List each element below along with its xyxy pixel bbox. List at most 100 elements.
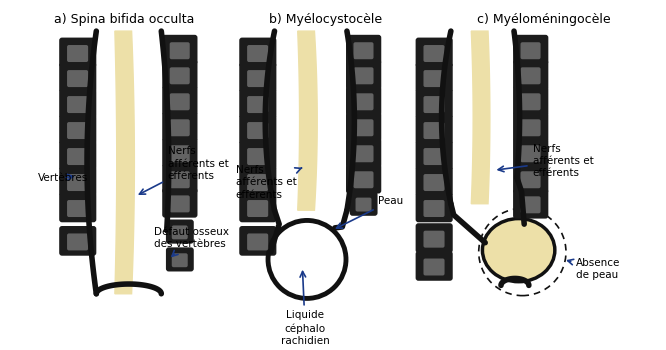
- FancyBboxPatch shape: [172, 253, 188, 267]
- FancyBboxPatch shape: [354, 171, 374, 188]
- FancyBboxPatch shape: [247, 70, 268, 87]
- FancyBboxPatch shape: [521, 93, 541, 110]
- FancyBboxPatch shape: [346, 35, 381, 64]
- FancyBboxPatch shape: [521, 42, 541, 59]
- FancyBboxPatch shape: [247, 122, 268, 139]
- FancyBboxPatch shape: [346, 112, 381, 141]
- FancyBboxPatch shape: [67, 233, 88, 251]
- FancyBboxPatch shape: [424, 200, 444, 217]
- FancyBboxPatch shape: [59, 141, 97, 170]
- FancyBboxPatch shape: [247, 174, 268, 191]
- FancyBboxPatch shape: [67, 200, 88, 217]
- Circle shape: [268, 220, 346, 299]
- FancyBboxPatch shape: [416, 37, 453, 67]
- FancyBboxPatch shape: [354, 145, 374, 162]
- FancyBboxPatch shape: [247, 148, 268, 165]
- FancyBboxPatch shape: [67, 148, 88, 165]
- FancyBboxPatch shape: [346, 164, 381, 194]
- FancyBboxPatch shape: [163, 86, 198, 116]
- Text: Absence
de peau: Absence de peau: [567, 258, 621, 280]
- Polygon shape: [442, 31, 519, 204]
- Text: Peau: Peau: [336, 196, 404, 228]
- FancyBboxPatch shape: [521, 196, 541, 213]
- FancyBboxPatch shape: [163, 164, 198, 194]
- FancyBboxPatch shape: [521, 67, 541, 84]
- FancyBboxPatch shape: [513, 86, 548, 116]
- FancyBboxPatch shape: [172, 225, 188, 239]
- FancyBboxPatch shape: [59, 167, 97, 196]
- FancyBboxPatch shape: [170, 119, 190, 136]
- FancyBboxPatch shape: [521, 119, 541, 136]
- FancyBboxPatch shape: [59, 193, 97, 222]
- Text: Vertèbres: Vertèbres: [38, 173, 88, 183]
- FancyBboxPatch shape: [521, 171, 541, 188]
- FancyBboxPatch shape: [67, 45, 88, 62]
- FancyBboxPatch shape: [513, 35, 548, 64]
- Text: Nerfs
afférents et
efférents: Nerfs afférents et efférents: [139, 146, 228, 194]
- FancyBboxPatch shape: [247, 233, 268, 251]
- FancyBboxPatch shape: [424, 70, 444, 87]
- FancyBboxPatch shape: [59, 115, 97, 144]
- FancyBboxPatch shape: [424, 96, 444, 113]
- FancyBboxPatch shape: [354, 42, 374, 59]
- FancyBboxPatch shape: [424, 122, 444, 139]
- FancyBboxPatch shape: [416, 167, 453, 196]
- FancyBboxPatch shape: [163, 60, 198, 90]
- FancyBboxPatch shape: [170, 145, 190, 162]
- FancyBboxPatch shape: [163, 188, 198, 218]
- Text: Nerfs
afférents et
efférents: Nerfs afférents et efférents: [236, 165, 302, 200]
- FancyBboxPatch shape: [416, 251, 453, 281]
- FancyBboxPatch shape: [59, 63, 97, 92]
- FancyBboxPatch shape: [247, 45, 268, 62]
- FancyBboxPatch shape: [239, 193, 276, 222]
- FancyBboxPatch shape: [513, 60, 548, 90]
- FancyBboxPatch shape: [59, 37, 97, 67]
- Text: Nerfs
afférents et
efférents: Nerfs afférents et efférents: [498, 144, 593, 178]
- Text: Défaut osseux
des vertèbres: Défaut osseux des vertèbres: [154, 227, 229, 256]
- FancyBboxPatch shape: [416, 141, 453, 170]
- FancyBboxPatch shape: [59, 89, 97, 118]
- FancyBboxPatch shape: [513, 112, 548, 141]
- Ellipse shape: [482, 219, 555, 282]
- FancyBboxPatch shape: [239, 141, 276, 170]
- FancyBboxPatch shape: [424, 148, 444, 165]
- Polygon shape: [472, 31, 490, 204]
- FancyBboxPatch shape: [239, 167, 276, 196]
- FancyBboxPatch shape: [354, 119, 374, 136]
- FancyBboxPatch shape: [170, 195, 190, 212]
- Text: c) Myéloméningocèle: c) Myéloméningocèle: [477, 13, 611, 26]
- FancyBboxPatch shape: [521, 145, 541, 162]
- Text: a) Spina bifida occulta: a) Spina bifida occulta: [54, 13, 194, 26]
- FancyBboxPatch shape: [346, 138, 381, 168]
- FancyBboxPatch shape: [166, 219, 194, 244]
- Polygon shape: [265, 31, 354, 210]
- FancyBboxPatch shape: [416, 63, 453, 92]
- FancyBboxPatch shape: [239, 226, 276, 256]
- FancyBboxPatch shape: [170, 42, 190, 59]
- FancyBboxPatch shape: [166, 247, 194, 272]
- FancyBboxPatch shape: [350, 192, 378, 216]
- FancyBboxPatch shape: [354, 67, 374, 84]
- FancyBboxPatch shape: [424, 259, 444, 275]
- FancyBboxPatch shape: [239, 115, 276, 144]
- FancyBboxPatch shape: [416, 193, 453, 222]
- Polygon shape: [298, 31, 317, 210]
- FancyBboxPatch shape: [239, 37, 276, 67]
- FancyBboxPatch shape: [67, 70, 88, 87]
- FancyBboxPatch shape: [163, 35, 198, 64]
- FancyBboxPatch shape: [513, 189, 548, 219]
- FancyBboxPatch shape: [67, 96, 88, 113]
- FancyBboxPatch shape: [239, 63, 276, 92]
- FancyBboxPatch shape: [170, 93, 190, 110]
- FancyBboxPatch shape: [416, 89, 453, 118]
- Polygon shape: [87, 31, 168, 294]
- FancyBboxPatch shape: [513, 164, 548, 194]
- FancyBboxPatch shape: [67, 174, 88, 191]
- FancyBboxPatch shape: [67, 122, 88, 139]
- FancyBboxPatch shape: [416, 115, 453, 144]
- Text: Liquide
céphalo
rachidien: Liquide céphalo rachidien: [281, 272, 330, 346]
- FancyBboxPatch shape: [163, 138, 198, 168]
- FancyBboxPatch shape: [247, 200, 268, 217]
- FancyBboxPatch shape: [424, 231, 444, 248]
- FancyBboxPatch shape: [416, 223, 453, 253]
